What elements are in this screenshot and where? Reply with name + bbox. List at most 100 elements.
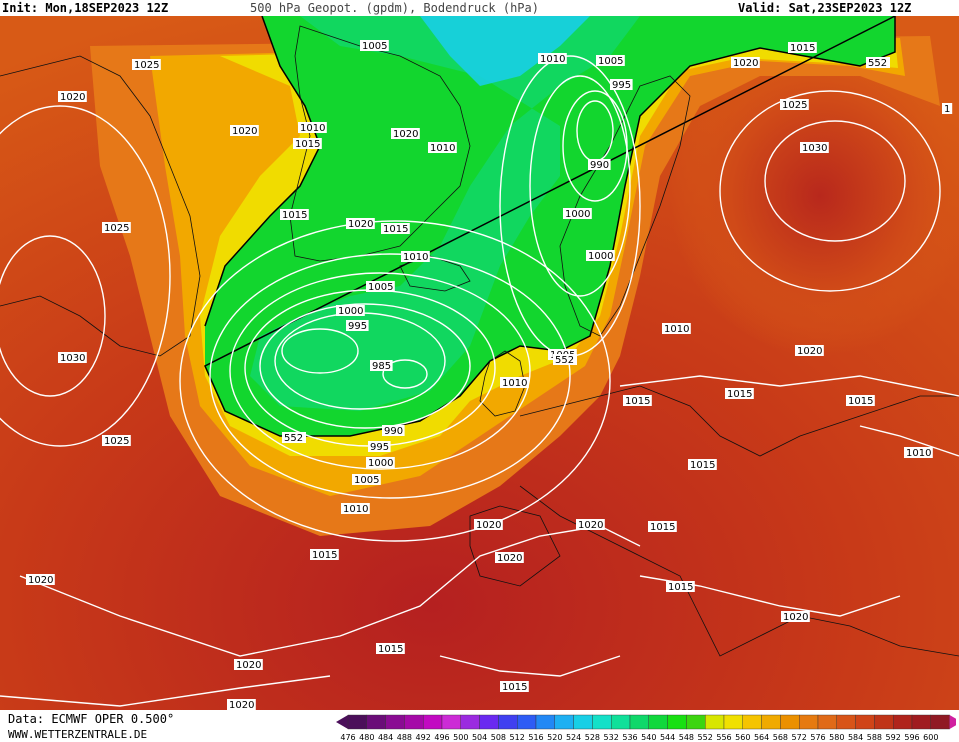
pressure-label-bg bbox=[781, 611, 810, 622]
pressure-label-bg bbox=[495, 552, 524, 563]
pressure-label-bg bbox=[666, 581, 695, 592]
pressure-label-bg bbox=[227, 699, 256, 710]
legend-value: 500 bbox=[453, 733, 468, 742]
pressure-label: 990 bbox=[590, 160, 609, 171]
legend-value: 492 bbox=[416, 733, 431, 742]
pressure-label: 1020 bbox=[348, 219, 373, 230]
isobars bbox=[0, 55, 959, 707]
legend-value: 480 bbox=[359, 733, 374, 742]
map-title: 500 hPa Geopot. (gpdm), Bodendruck (hPa) bbox=[250, 1, 539, 15]
pressure-label: 1005 bbox=[362, 41, 387, 52]
legend-swatch bbox=[780, 714, 800, 730]
pressure-label-bg bbox=[360, 40, 389, 51]
legend-swatch bbox=[535, 714, 555, 730]
legend-arrow-left bbox=[336, 715, 348, 729]
pressure-label-bg bbox=[795, 345, 824, 356]
legend-value: 516 bbox=[528, 733, 543, 742]
pressure-label-bg bbox=[346, 320, 369, 331]
pressure-label: 990 bbox=[384, 426, 403, 437]
legend-value: 508 bbox=[491, 733, 506, 742]
legend-value: 576 bbox=[810, 733, 825, 742]
pressure-label: 1025 bbox=[134, 60, 159, 71]
map-footer: Data: ECMWF OPER 0.500° WWW.WETTERZENTRA… bbox=[0, 710, 959, 742]
legend-value: 592 bbox=[886, 733, 901, 742]
legend-value: 560 bbox=[735, 733, 750, 742]
pressure-label-bg bbox=[230, 125, 259, 136]
legend-swatch bbox=[422, 714, 443, 730]
legend-arrow-right bbox=[949, 715, 956, 729]
legend-swatch bbox=[723, 714, 743, 730]
legend-swatch bbox=[836, 714, 856, 730]
pressure-label: 1020 bbox=[236, 660, 261, 671]
pressure-label: 1005 bbox=[368, 282, 393, 293]
isobar-1015-east bbox=[619, 375, 959, 397]
isobar-high-east bbox=[764, 120, 906, 242]
map-header: Init: Mon,18SEP2023 12Z 500 hPa Geopot. … bbox=[0, 0, 959, 16]
legend-swatch bbox=[479, 714, 499, 730]
pressure-label-bg bbox=[132, 59, 161, 70]
pressure-label: 1015 bbox=[282, 210, 307, 221]
isobar-1010-east bbox=[859, 425, 959, 457]
pressure-label: 1000 bbox=[565, 209, 590, 220]
pressure-label: 1000 bbox=[588, 251, 613, 262]
pressure-label: 1015 bbox=[312, 550, 337, 561]
pressure-label: 1025 bbox=[104, 436, 129, 447]
pressure-label: 1020 bbox=[497, 553, 522, 564]
legend-swatch bbox=[404, 714, 424, 730]
legend-value: 512 bbox=[510, 733, 525, 742]
pressure-label: 995 bbox=[348, 321, 367, 332]
legend-swatch bbox=[592, 714, 612, 730]
pressure-label: 1015 bbox=[502, 682, 527, 693]
isobar-1015 bbox=[179, 220, 611, 542]
pressure-label-bg bbox=[352, 474, 381, 485]
scandinavia-coast bbox=[559, 75, 691, 337]
legend-cells: 476 480 484 488 492 496 500 504 508 512 516 520 524 5… bbox=[336, 714, 956, 742]
pressure-label-bg bbox=[428, 142, 457, 153]
legend-swatch bbox=[516, 714, 537, 730]
pressure-label: 1015 bbox=[848, 396, 873, 407]
pressure-label-bg bbox=[846, 395, 875, 406]
weather-map: 1005 1010 1005 995 1020 1015 1025 1020 1020 1010 1… bbox=[0, 16, 959, 710]
coastlines bbox=[0, 25, 959, 657]
pressure-label: 1015 bbox=[650, 522, 675, 533]
pressure-label-bg bbox=[341, 503, 370, 514]
pressure-label-bg bbox=[648, 521, 677, 532]
pressure-label-bg bbox=[688, 459, 717, 470]
valid-time: Valid: Sat,23SEP2023 12Z bbox=[738, 1, 912, 15]
pressure-label-bg bbox=[623, 395, 652, 406]
pressure-label-bg bbox=[586, 250, 615, 261]
website-credit: WWW.WETTERZENTRALE.DE bbox=[8, 728, 148, 741]
pressure-label: 1020 bbox=[232, 126, 257, 137]
pressure-label-bg bbox=[382, 425, 405, 436]
pressure-label: 1005 bbox=[354, 475, 379, 486]
legend-swatch bbox=[742, 714, 762, 730]
legend-swatch bbox=[441, 714, 461, 730]
pressure-label: 1020 bbox=[393, 129, 418, 140]
legend-swatch bbox=[911, 714, 931, 730]
pressure-label: 1025 bbox=[104, 223, 129, 234]
legend-swatch bbox=[648, 714, 668, 730]
pressure-label: 1015 bbox=[383, 224, 408, 235]
legend-swatch bbox=[761, 714, 781, 730]
data-source: Data: ECMWF OPER 0.500° bbox=[8, 712, 175, 726]
contour-label: 552 bbox=[868, 58, 887, 69]
contour-label: 552 bbox=[555, 355, 574, 366]
pressure-label-bg bbox=[788, 42, 817, 53]
legend-value: 496 bbox=[434, 733, 449, 742]
legend-swatch bbox=[554, 714, 574, 730]
pressure-label: 1015 bbox=[625, 396, 650, 407]
pressure-label-bg bbox=[563, 208, 592, 219]
pressure-label-bg bbox=[280, 209, 309, 220]
legend-swatch bbox=[855, 714, 875, 730]
pressure-label-bg bbox=[500, 377, 529, 388]
pressure-label-bg bbox=[596, 55, 625, 66]
pressure-label-bg bbox=[370, 360, 393, 371]
pressure-label: 1030 bbox=[60, 353, 85, 364]
pressure-label-bg bbox=[538, 53, 567, 64]
pressure-label-bg bbox=[368, 441, 391, 452]
isobar-1010 bbox=[209, 253, 571, 499]
pressure-label-bg bbox=[610, 79, 633, 90]
isobar-high-west-2 bbox=[0, 105, 171, 447]
pressure-labels: 1005 1010 1005 995 1020 1015 1025 1020 1020 1010 1… bbox=[26, 40, 953, 710]
legend-value: 532 bbox=[604, 733, 619, 742]
